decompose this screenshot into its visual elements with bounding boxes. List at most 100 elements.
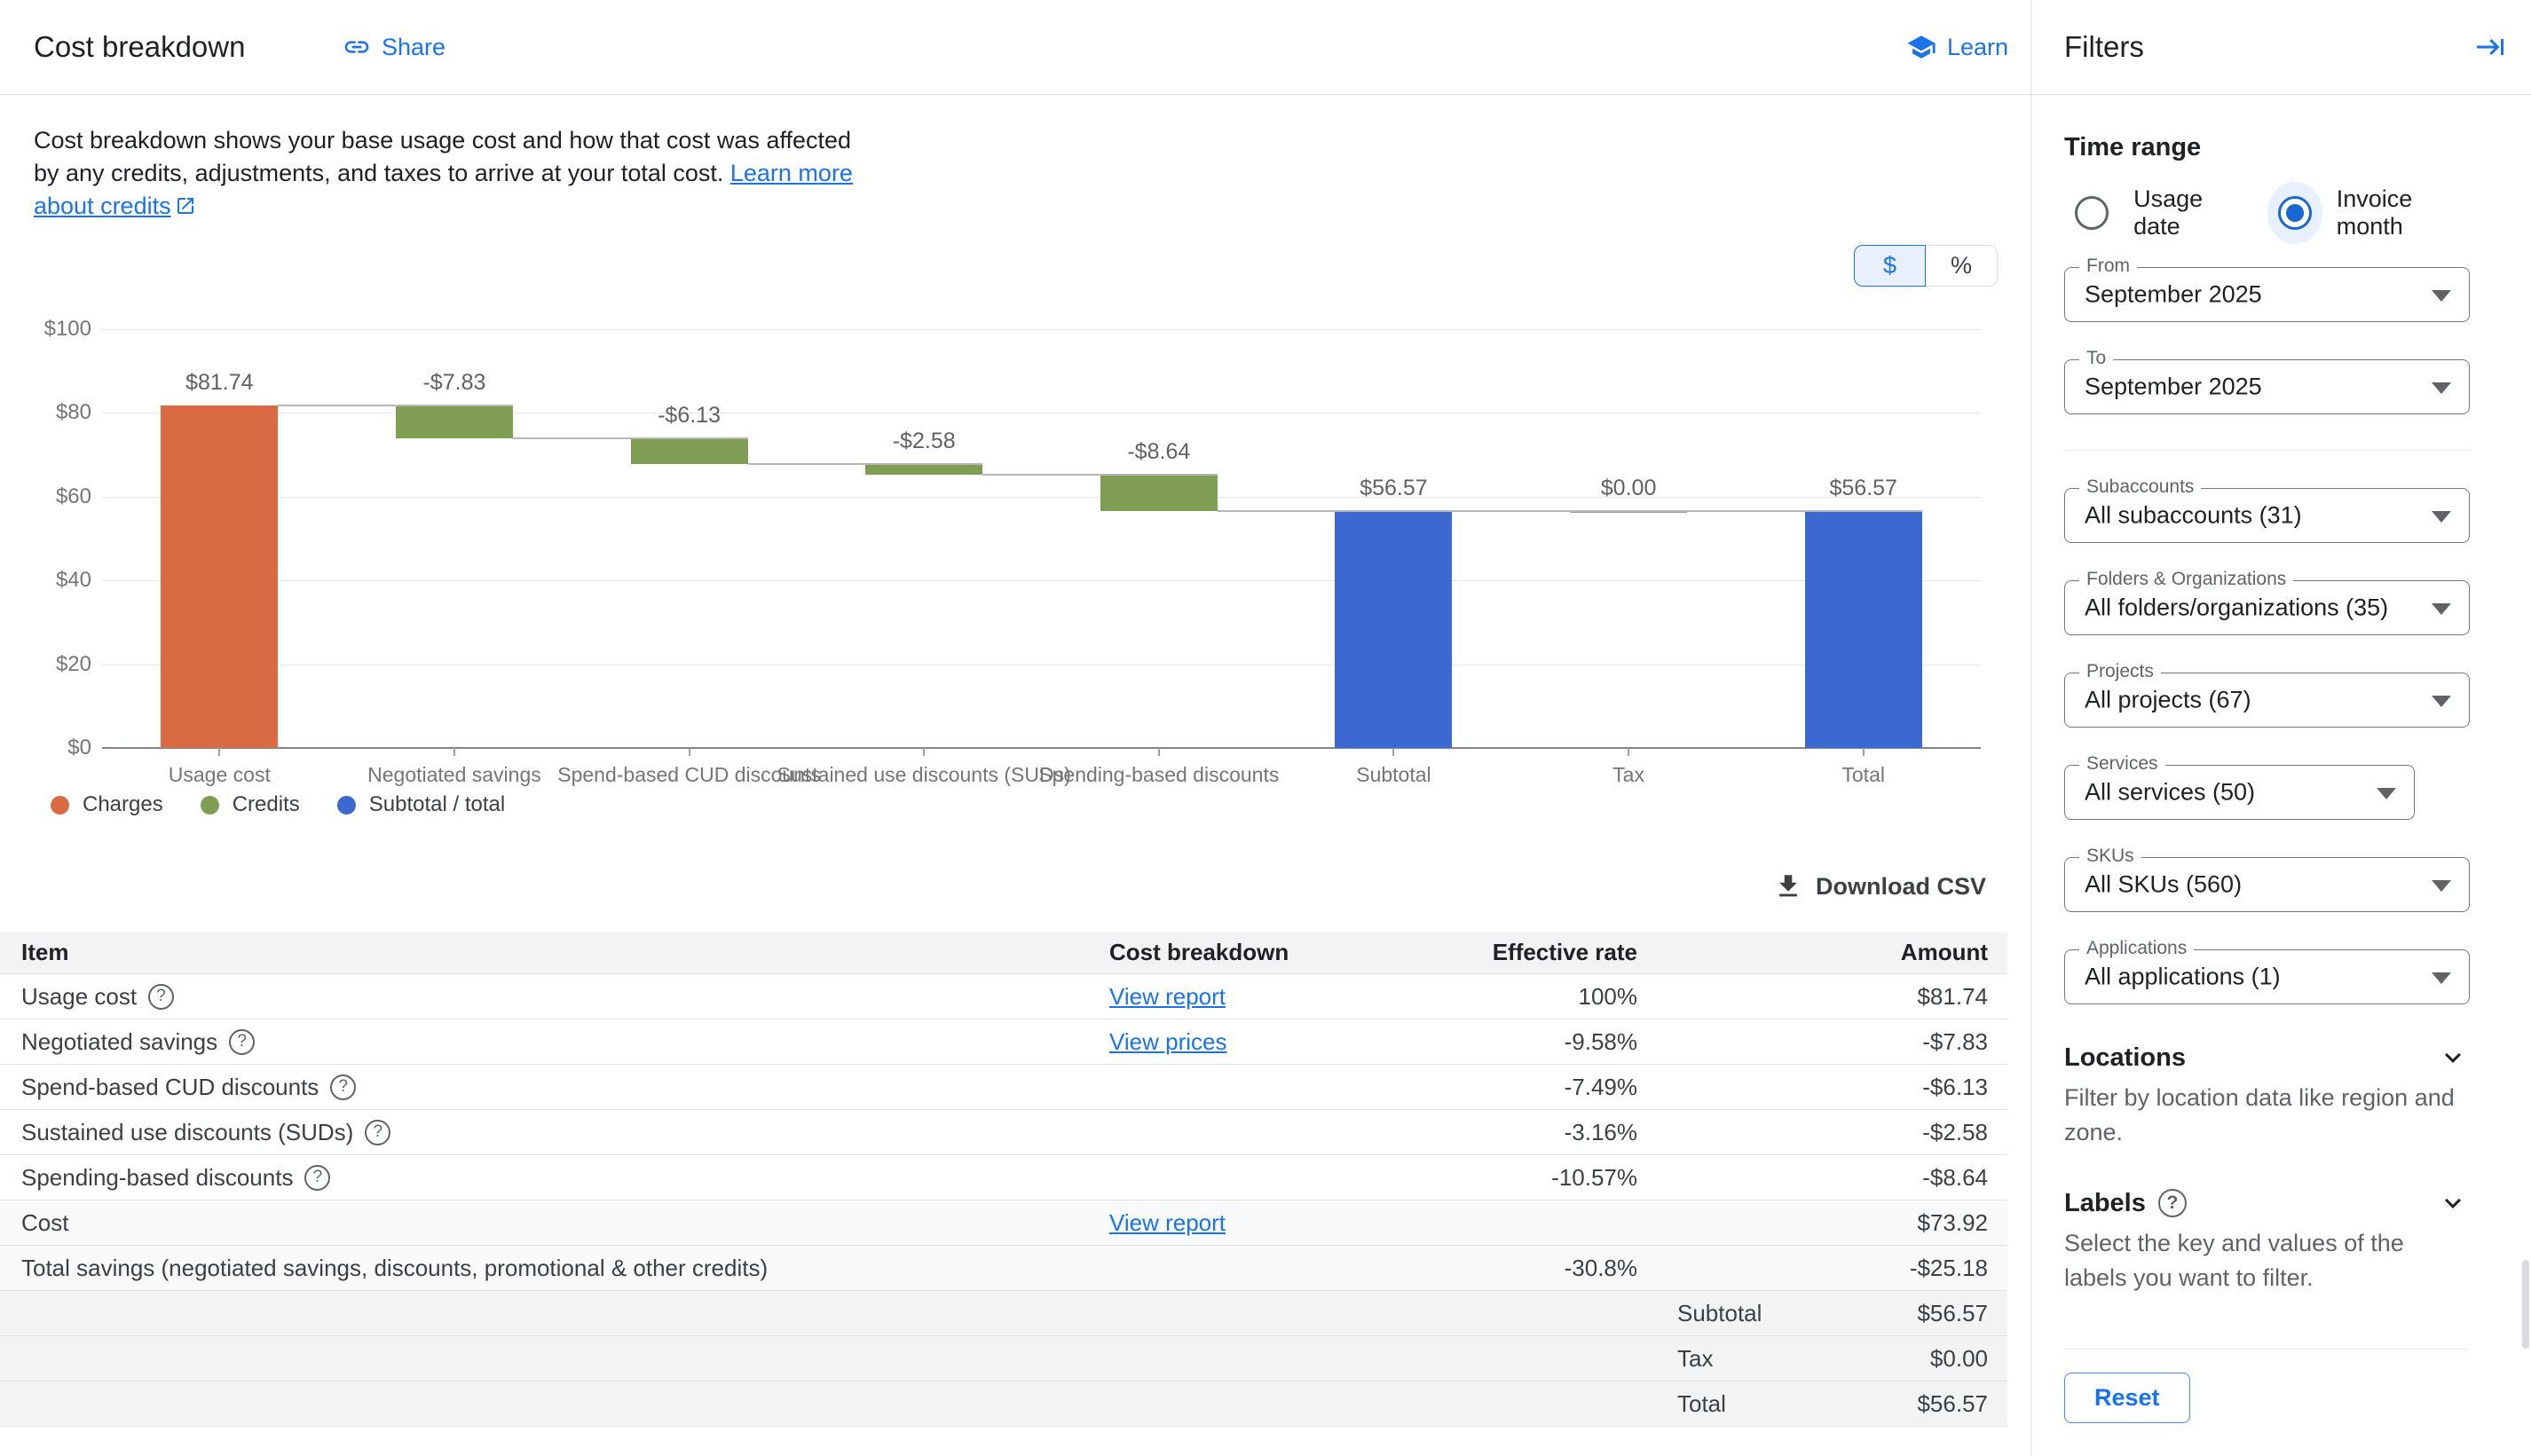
percent-toggle-button[interactable]: %	[1926, 245, 1998, 287]
select-subaccounts[interactable]: Subaccounts All subaccounts (31)	[2064, 476, 2470, 543]
chart-bar-total[interactable]	[1804, 510, 1922, 748]
select-value: All services (50)	[2085, 778, 2256, 806]
dropdown-arrow-icon	[2432, 511, 2451, 523]
help-icon[interactable]: ?	[365, 1119, 391, 1145]
dropdown-arrow-icon	[2432, 880, 2451, 892]
y-axis-tick-label: $80	[55, 400, 91, 425]
chart-bar-usage-cost[interactable]	[161, 405, 279, 748]
radio-circle	[2075, 196, 2109, 230]
table-row: Spending-based discounts? -10.57% -$8.64	[0, 1155, 2007, 1200]
dollar-toggle-button[interactable]: $	[1854, 245, 1926, 287]
chart-bar-subtotal[interactable]	[1335, 510, 1453, 748]
select-value: All SKUs (560)	[2085, 870, 2243, 898]
radio-halo	[2267, 182, 2322, 244]
learn-button[interactable]: Learn	[1906, 32, 2008, 62]
help-icon[interactable]: ?	[330, 1074, 357, 1100]
chevron-down-icon[interactable]	[2437, 1042, 2469, 1074]
page-description: Cost breakdown shows your base usage cos…	[34, 124, 875, 223]
time-range-heading: Time range	[2064, 133, 2202, 161]
collapse-panel-icon[interactable]	[2474, 31, 2506, 63]
select-skus[interactable]: SKUs All SKUs (560)	[2064, 846, 2470, 912]
bar-value-label: -$7.83	[422, 370, 486, 396]
x-axis-label: Sustained use discounts (SUDs)	[777, 763, 1071, 786]
select-value: All projects (67)	[2085, 686, 2251, 713]
item-label: Negotiated savings	[21, 1027, 218, 1055]
x-axis-tick	[1157, 748, 1160, 756]
legend-label: Subtotal / total	[368, 792, 506, 816]
x-axis-tick	[218, 748, 221, 756]
radio-label: Invoice month	[2336, 185, 2413, 240]
chart-connector	[747, 463, 983, 466]
chart-bar-spending-based-discounts[interactable]	[1100, 475, 1218, 512]
learn-more-credits-link[interactable]: Learn more about credits	[34, 160, 853, 219]
table-row: Tax $0.00	[0, 1336, 2007, 1381]
description-text: Cost breakdown shows your base usage cos…	[34, 127, 852, 186]
section-heading-labels: Labels?	[2064, 1187, 2469, 1219]
help-icon[interactable]: ?	[304, 1164, 331, 1191]
select-value: All subaccounts (31)	[2085, 501, 2302, 529]
share-button[interactable]: Share	[343, 33, 445, 61]
open-in-new-icon	[175, 195, 196, 216]
main-content: Cost breakdown Share Learn Cost breakdow…	[0, 0, 2030, 1427]
reset-button[interactable]: Reset	[2064, 1373, 2190, 1423]
radio-option-invoice-month[interactable]: Invoice month	[2267, 182, 2469, 244]
page-header: Cost breakdown Share Learn	[0, 0, 2030, 95]
select-to[interactable]: To September 2025	[2064, 348, 2470, 414]
select-row-skus: SKUs All SKUs (560)	[2064, 846, 2470, 912]
select-projects[interactable]: Projects All projects (67)	[2064, 661, 2470, 728]
select-folders-organizations[interactable]: Folders & Organizations All folders/organ…	[2064, 569, 2470, 635]
dropdown-arrow-icon	[2432, 603, 2451, 615]
view-link[interactable]: View prices	[1109, 1027, 1227, 1055]
amount-cell: $0.00	[1929, 1344, 1988, 1372]
table-row: Sustained use discounts (SUDs)? -3.16% -$2…	[0, 1110, 2007, 1155]
credit-legend-dot	[200, 795, 219, 815]
amount-cell: $81.74	[1917, 982, 1988, 1010]
help-icon[interactable]: ?	[2157, 1189, 2187, 1217]
section-heading-label: Labels	[2064, 1188, 2146, 1217]
legend-item-total: Subtotal / total	[336, 792, 506, 817]
y-axis-tick-label: $60	[55, 484, 91, 508]
link-icon	[343, 33, 371, 61]
bar-value-label: $0.00	[1600, 475, 1657, 500]
select-from[interactable]: From September 2025	[2064, 256, 2470, 322]
chart-connector	[1452, 509, 1688, 512]
item-cell: Total savings (negotiated savings, disco…	[21, 1255, 1109, 1282]
cost-breakdown-cell: View report	[1109, 983, 1491, 1011]
help-icon[interactable]: ?	[229, 1028, 256, 1055]
chart-bar-sustained-use-discounts-suds-[interactable]	[865, 464, 983, 476]
download-csv-button[interactable]: Download CSV	[1773, 871, 1986, 901]
filters-panel: Filters Time range Usage date Invoice mon…	[2030, 0, 2531, 1456]
item-label: Total savings (negotiated savings, disco…	[21, 1254, 769, 1281]
chart-connector	[512, 437, 748, 440]
chart-connector	[1687, 509, 1922, 512]
x-axis-label: Tax	[1612, 763, 1644, 786]
chart-gridline	[102, 580, 1981, 582]
x-axis-label: Usage cost	[168, 763, 271, 786]
x-axis-tick	[1628, 748, 1630, 756]
view-link[interactable]: View report	[1109, 982, 1226, 1010]
filters-title: Filters	[2064, 30, 2144, 63]
section-description: Filter by location data like region and …	[2064, 1084, 2455, 1145]
scope-selects: Subaccounts All subaccounts (31) Folders &…	[2064, 476, 2470, 1004]
x-axis-tick	[923, 748, 926, 756]
chevron-down-icon[interactable]	[2437, 1187, 2469, 1219]
select-applications[interactable]: Applications All applications (1)	[2064, 938, 2470, 1004]
table-row: Usage cost? View report 100% $81.74	[0, 974, 2007, 1019]
bar-value-label: $81.74	[185, 370, 254, 396]
effective-rate-cell: 100%	[1578, 982, 1638, 1010]
radio-option-usage-date[interactable]: Usage date	[2064, 182, 2243, 244]
legend-label: Charges	[83, 792, 163, 816]
scrollbar-thumb[interactable]	[2522, 1260, 2529, 1349]
help-icon[interactable]: ?	[148, 983, 175, 1010]
select-label: SKUs	[2079, 846, 2141, 867]
chart-bar-spend-based-cud-discounts[interactable]	[630, 438, 748, 465]
select-services[interactable]: Services All services (50)	[2064, 753, 2415, 820]
select-value: All applications (1)	[2085, 963, 2281, 990]
effective-rate-cell: -9.58%	[1564, 1027, 1637, 1055]
chart-connector	[1217, 510, 1453, 513]
item-cell: Usage cost?	[21, 983, 1109, 1011]
col-header-item: Item	[21, 939, 69, 965]
chart-bar-negotiated-savings[interactable]	[395, 405, 513, 439]
learn-label: Learn	[1946, 33, 2008, 60]
view-link[interactable]: View report	[1109, 1208, 1226, 1236]
